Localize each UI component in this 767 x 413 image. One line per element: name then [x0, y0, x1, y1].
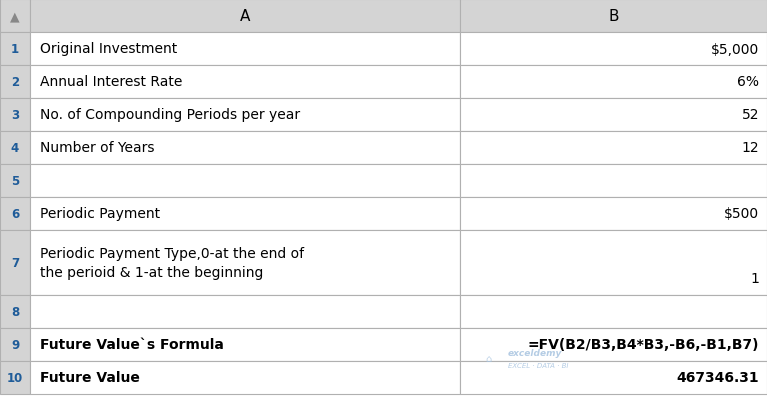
Text: 52: 52 — [742, 108, 759, 122]
Bar — [0, 165, 30, 197]
Bar — [0, 0, 30, 33]
Bar — [460, 361, 767, 394]
Bar — [0, 230, 30, 295]
Text: EXCEL · DATA · BI: EXCEL · DATA · BI — [508, 362, 568, 368]
Text: Original Investment: Original Investment — [40, 43, 177, 56]
Text: 12: 12 — [742, 141, 759, 155]
Text: 3: 3 — [11, 109, 19, 122]
Text: Number of Years: Number of Years — [40, 141, 154, 155]
Bar — [30, 99, 460, 132]
Bar — [0, 99, 30, 132]
Text: ▲: ▲ — [10, 10, 20, 23]
Text: 2: 2 — [11, 76, 19, 89]
Bar — [30, 361, 460, 394]
Text: 4: 4 — [11, 142, 19, 154]
Bar — [30, 197, 460, 230]
Bar — [460, 99, 767, 132]
Text: =FV(B2/B3,B4*B3,-B6,-B1,B7): =FV(B2/B3,B4*B3,-B6,-B1,B7) — [528, 338, 759, 351]
Bar — [30, 295, 460, 328]
Text: B: B — [608, 9, 619, 24]
Bar — [460, 295, 767, 328]
Text: 6%: 6% — [737, 75, 759, 89]
Bar — [30, 165, 460, 197]
Text: 9: 9 — [11, 338, 19, 351]
Bar — [460, 33, 767, 66]
Bar — [460, 197, 767, 230]
Bar — [460, 0, 767, 33]
Text: Periodic Payment Type,0-at the end of
the perioid & 1-at the beginning: Periodic Payment Type,0-at the end of th… — [40, 246, 304, 280]
Text: A: A — [240, 9, 250, 24]
Bar — [0, 361, 30, 394]
Text: $500: $500 — [724, 207, 759, 221]
Text: ⌂: ⌂ — [485, 353, 491, 363]
Bar — [0, 132, 30, 165]
Bar — [460, 132, 767, 165]
Text: exceldemy: exceldemy — [508, 349, 562, 358]
Text: Annual Interest Rate: Annual Interest Rate — [40, 75, 183, 89]
Text: Future Value`s Formula: Future Value`s Formula — [40, 338, 224, 351]
Text: 467346.31: 467346.31 — [676, 370, 759, 385]
Text: 8: 8 — [11, 305, 19, 318]
Bar — [30, 230, 460, 295]
Bar — [0, 328, 30, 361]
Text: 10: 10 — [7, 371, 23, 384]
Bar — [0, 197, 30, 230]
Bar — [30, 33, 460, 66]
Text: Future Value: Future Value — [40, 370, 140, 385]
Bar — [30, 328, 460, 361]
Text: Periodic Payment: Periodic Payment — [40, 207, 160, 221]
Bar — [30, 66, 460, 99]
Bar — [30, 0, 460, 33]
Text: 6: 6 — [11, 207, 19, 221]
Bar — [460, 230, 767, 295]
Text: No. of Compounding Periods per year: No. of Compounding Periods per year — [40, 108, 300, 122]
Text: $5,000: $5,000 — [711, 43, 759, 56]
Text: 5: 5 — [11, 175, 19, 188]
Bar — [460, 165, 767, 197]
Text: 1: 1 — [11, 43, 19, 56]
Bar — [0, 33, 30, 66]
Bar — [30, 132, 460, 165]
Bar — [460, 328, 767, 361]
Bar — [0, 66, 30, 99]
Text: 7: 7 — [11, 256, 19, 269]
Text: 1: 1 — [750, 271, 759, 285]
Bar — [0, 295, 30, 328]
Bar — [460, 66, 767, 99]
